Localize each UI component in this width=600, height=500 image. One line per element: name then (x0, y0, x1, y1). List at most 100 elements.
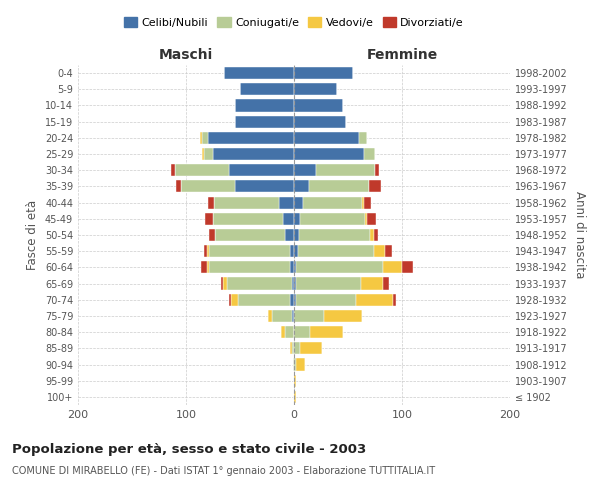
Y-axis label: Fasce di età: Fasce di età (26, 200, 39, 270)
Bar (385, 245, 392, 258)
Bar (296, 278, 361, 289)
Bar (283, 212, 294, 225)
Bar (292, 278, 294, 289)
Bar (279, 196, 294, 208)
Bar (200, 132, 202, 144)
Bar (294, 278, 296, 289)
Bar (296, 262, 383, 274)
Bar (383, 262, 402, 274)
Bar (205, 212, 213, 225)
Legend: Celibi/Nubili, Coniugati/e, Vedovi/e, Divorziati/e: Celibi/Nubili, Coniugati/e, Vedovi/e, Di… (119, 13, 469, 32)
Bar (290, 262, 294, 274)
Bar (232, 294, 238, 306)
Bar (374, 245, 385, 258)
Bar (402, 262, 413, 274)
Bar (294, 148, 364, 160)
Bar (294, 180, 309, 192)
Bar (368, 180, 382, 192)
Bar (227, 278, 292, 289)
Bar (235, 100, 294, 112)
Bar (367, 212, 376, 225)
Bar (302, 196, 362, 208)
Bar (294, 67, 353, 79)
Bar (294, 116, 346, 128)
Bar (298, 245, 374, 258)
Bar (272, 310, 292, 322)
Bar (281, 326, 286, 338)
Bar (290, 294, 294, 306)
Bar (294, 83, 337, 96)
Text: COMUNE DI MIRABELLO (FE) - Dati ISTAT 1° gennaio 2003 - Elaborazione TUTTITALIA.: COMUNE DI MIRABELLO (FE) - Dati ISTAT 1°… (12, 466, 435, 476)
Bar (181, 180, 235, 192)
Bar (294, 342, 301, 354)
Bar (290, 245, 294, 258)
Bar (301, 342, 322, 354)
Bar (201, 262, 206, 274)
Bar (286, 326, 294, 338)
Bar (359, 132, 367, 144)
Bar (215, 229, 286, 241)
Bar (205, 245, 206, 258)
Bar (294, 326, 310, 338)
Bar (213, 148, 294, 160)
Bar (202, 132, 208, 144)
Bar (293, 358, 294, 370)
Bar (294, 262, 296, 274)
Bar (292, 342, 294, 354)
Bar (294, 391, 296, 403)
Bar (294, 229, 299, 241)
Bar (356, 294, 394, 306)
Bar (365, 212, 367, 225)
Bar (238, 294, 290, 306)
Bar (235, 180, 294, 192)
Bar (206, 262, 209, 274)
Bar (296, 358, 305, 370)
Bar (213, 212, 283, 225)
Bar (176, 180, 181, 192)
Bar (214, 196, 279, 208)
Bar (294, 374, 296, 387)
Bar (208, 132, 294, 144)
Bar (209, 245, 290, 258)
Bar (294, 164, 316, 176)
Bar (294, 100, 343, 112)
Bar (294, 245, 298, 258)
Bar (294, 310, 324, 322)
Bar (175, 164, 229, 176)
Bar (324, 310, 362, 322)
Bar (240, 83, 294, 96)
Bar (229, 164, 294, 176)
Bar (286, 229, 294, 241)
Bar (316, 164, 375, 176)
Bar (205, 148, 213, 160)
Bar (292, 310, 294, 322)
Bar (309, 180, 368, 192)
Bar (294, 358, 296, 370)
Bar (268, 310, 272, 322)
Bar (235, 116, 294, 128)
Bar (202, 148, 205, 160)
Y-axis label: Anni di nascita: Anni di nascita (573, 192, 586, 278)
Text: Maschi: Maschi (159, 48, 213, 62)
Bar (294, 132, 359, 144)
Bar (209, 262, 290, 274)
Bar (301, 212, 365, 225)
Text: Popolazione per età, sesso e stato civile - 2003: Popolazione per età, sesso e stato civil… (12, 442, 366, 456)
Bar (296, 294, 356, 306)
Bar (299, 229, 370, 241)
Bar (374, 229, 378, 241)
Bar (375, 164, 379, 176)
Bar (171, 164, 175, 176)
Bar (209, 229, 215, 241)
Bar (208, 196, 214, 208)
Bar (361, 278, 383, 289)
Bar (294, 212, 301, 225)
Bar (224, 67, 294, 79)
Text: Femmine: Femmine (367, 48, 437, 62)
Bar (229, 294, 232, 306)
Bar (290, 342, 292, 354)
Bar (370, 229, 374, 241)
Bar (206, 245, 209, 258)
Bar (294, 294, 296, 306)
Bar (383, 278, 389, 289)
